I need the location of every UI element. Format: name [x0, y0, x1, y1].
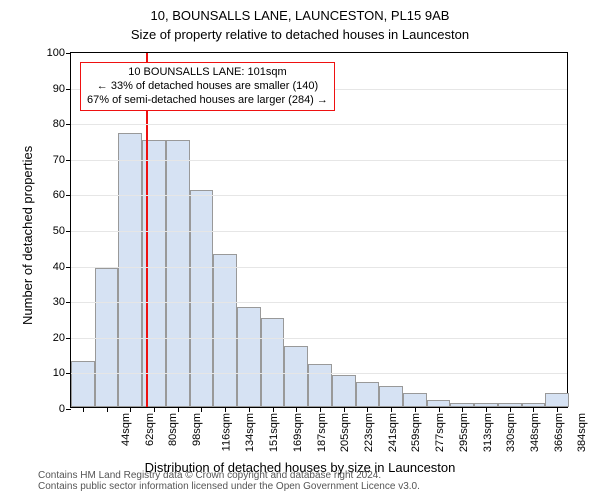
- x-tick-label: 241sqm: [387, 413, 399, 452]
- x-tick-mark: [107, 407, 108, 412]
- gridline: [71, 373, 567, 374]
- x-tick-label: 330sqm: [505, 413, 517, 452]
- x-tick-mark: [367, 407, 368, 412]
- x-tick-label: 348sqm: [529, 413, 541, 452]
- x-tick-mark: [510, 407, 511, 412]
- page-title: 10, BOUNSALLS LANE, LAUNCESTON, PL15 9AB: [0, 8, 600, 23]
- y-tick-label: 70: [53, 154, 71, 166]
- y-tick-label: 60: [53, 189, 71, 201]
- histogram-bar: [237, 307, 261, 407]
- histogram-bar: [308, 364, 332, 407]
- footer-line-2: Contains public sector information licen…: [38, 481, 420, 492]
- gridline: [71, 267, 567, 268]
- annotation-line: 67% of semi-detached houses are larger (…: [87, 94, 328, 108]
- histogram-bar: [379, 386, 403, 407]
- x-tick-mark: [391, 407, 392, 412]
- x-tick-label: 187sqm: [316, 413, 328, 452]
- histogram-bar: [332, 375, 356, 407]
- x-tick-label: 295sqm: [458, 413, 470, 452]
- y-tick-label: 0: [59, 403, 71, 415]
- y-tick-label: 10: [53, 367, 71, 379]
- histogram-bar: [190, 190, 214, 407]
- x-tick-label: 366sqm: [553, 413, 565, 452]
- gridline: [71, 195, 567, 196]
- histogram-bar: [166, 140, 190, 407]
- x-tick-label: 223sqm: [363, 413, 375, 452]
- x-tick-mark: [320, 407, 321, 412]
- histogram-bar: [261, 318, 285, 407]
- x-tick-mark: [439, 407, 440, 412]
- x-tick-mark: [178, 407, 179, 412]
- histogram-bar: [71, 361, 95, 407]
- y-tick-label: 90: [53, 83, 71, 95]
- histogram-bar: [213, 254, 237, 407]
- gridline: [71, 160, 567, 161]
- histogram-bar: [118, 133, 142, 407]
- x-tick-mark: [273, 407, 274, 412]
- x-tick-mark: [201, 407, 202, 412]
- x-tick-mark: [249, 407, 250, 412]
- y-tick-label: 80: [53, 118, 71, 130]
- histogram-bar: [356, 382, 380, 407]
- x-tick-mark: [344, 407, 345, 412]
- x-tick-label: 98sqm: [191, 413, 203, 446]
- annotation-line: 10 BOUNSALLS LANE: 101sqm: [87, 66, 328, 80]
- attribution-footer: Contains HM Land Registry data © Crown c…: [38, 470, 420, 492]
- histogram-bar: [284, 346, 308, 407]
- x-tick-label: 44sqm: [120, 413, 132, 446]
- gridline: [71, 338, 567, 339]
- gridline: [71, 124, 567, 125]
- x-tick-mark: [296, 407, 297, 412]
- x-tick-mark: [533, 407, 534, 412]
- footer-line-1: Contains HM Land Registry data © Crown c…: [38, 470, 420, 481]
- annotation-line: ← 33% of detached houses are smaller (14…: [87, 80, 328, 94]
- y-tick-label: 20: [53, 332, 71, 344]
- x-tick-label: 205sqm: [339, 413, 351, 452]
- x-tick-mark: [83, 407, 84, 412]
- page-subtitle: Size of property relative to detached ho…: [0, 27, 600, 42]
- x-tick-mark: [415, 407, 416, 412]
- x-tick-label: 134sqm: [245, 413, 257, 452]
- x-tick-mark: [462, 407, 463, 412]
- x-tick-label: 116sqm: [220, 413, 232, 451]
- x-tick-label: 384sqm: [577, 413, 589, 452]
- reference-annotation: 10 BOUNSALLS LANE: 101sqm← 33% of detach…: [80, 62, 335, 111]
- x-tick-label: 80sqm: [167, 413, 179, 446]
- y-tick-label: 50: [53, 225, 71, 237]
- histogram-bar: [545, 393, 569, 407]
- x-tick-label: 151sqm: [268, 413, 280, 452]
- gridline: [71, 231, 567, 232]
- y-tick-label: 40: [53, 261, 71, 273]
- x-tick-label: 313sqm: [482, 413, 494, 452]
- histogram-bar: [403, 393, 427, 407]
- gridline: [71, 302, 567, 303]
- x-tick-label: 259sqm: [411, 413, 423, 452]
- x-tick-mark: [130, 407, 131, 412]
- x-tick-mark: [154, 407, 155, 412]
- x-tick-label: 277sqm: [434, 413, 446, 452]
- x-tick-label: 169sqm: [292, 413, 304, 452]
- x-tick-mark: [557, 407, 558, 412]
- y-tick-label: 30: [53, 296, 71, 308]
- x-tick-label: 62sqm: [144, 413, 156, 446]
- y-tick-label: 100: [47, 47, 71, 59]
- y-axis-label: Number of detached properties: [20, 146, 35, 325]
- x-tick-mark: [486, 407, 487, 412]
- x-tick-mark: [225, 407, 226, 412]
- histogram-bar: [427, 400, 451, 407]
